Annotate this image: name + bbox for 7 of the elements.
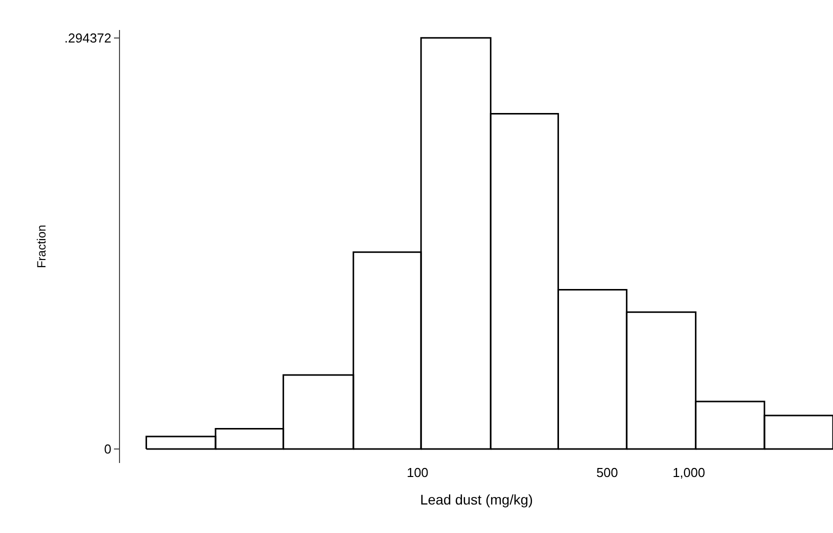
- x-axis-title: Lead dust (mg/kg): [420, 491, 533, 508]
- x-tick-label: 500: [596, 465, 618, 480]
- x-tick-label: 1,000: [672, 465, 706, 480]
- x-tick-label: 100: [406, 465, 428, 480]
- y-axis-title: Fraction: [34, 224, 49, 268]
- y-tick-label: .294372: [64, 30, 112, 46]
- y-tick-label: 0: [104, 442, 112, 457]
